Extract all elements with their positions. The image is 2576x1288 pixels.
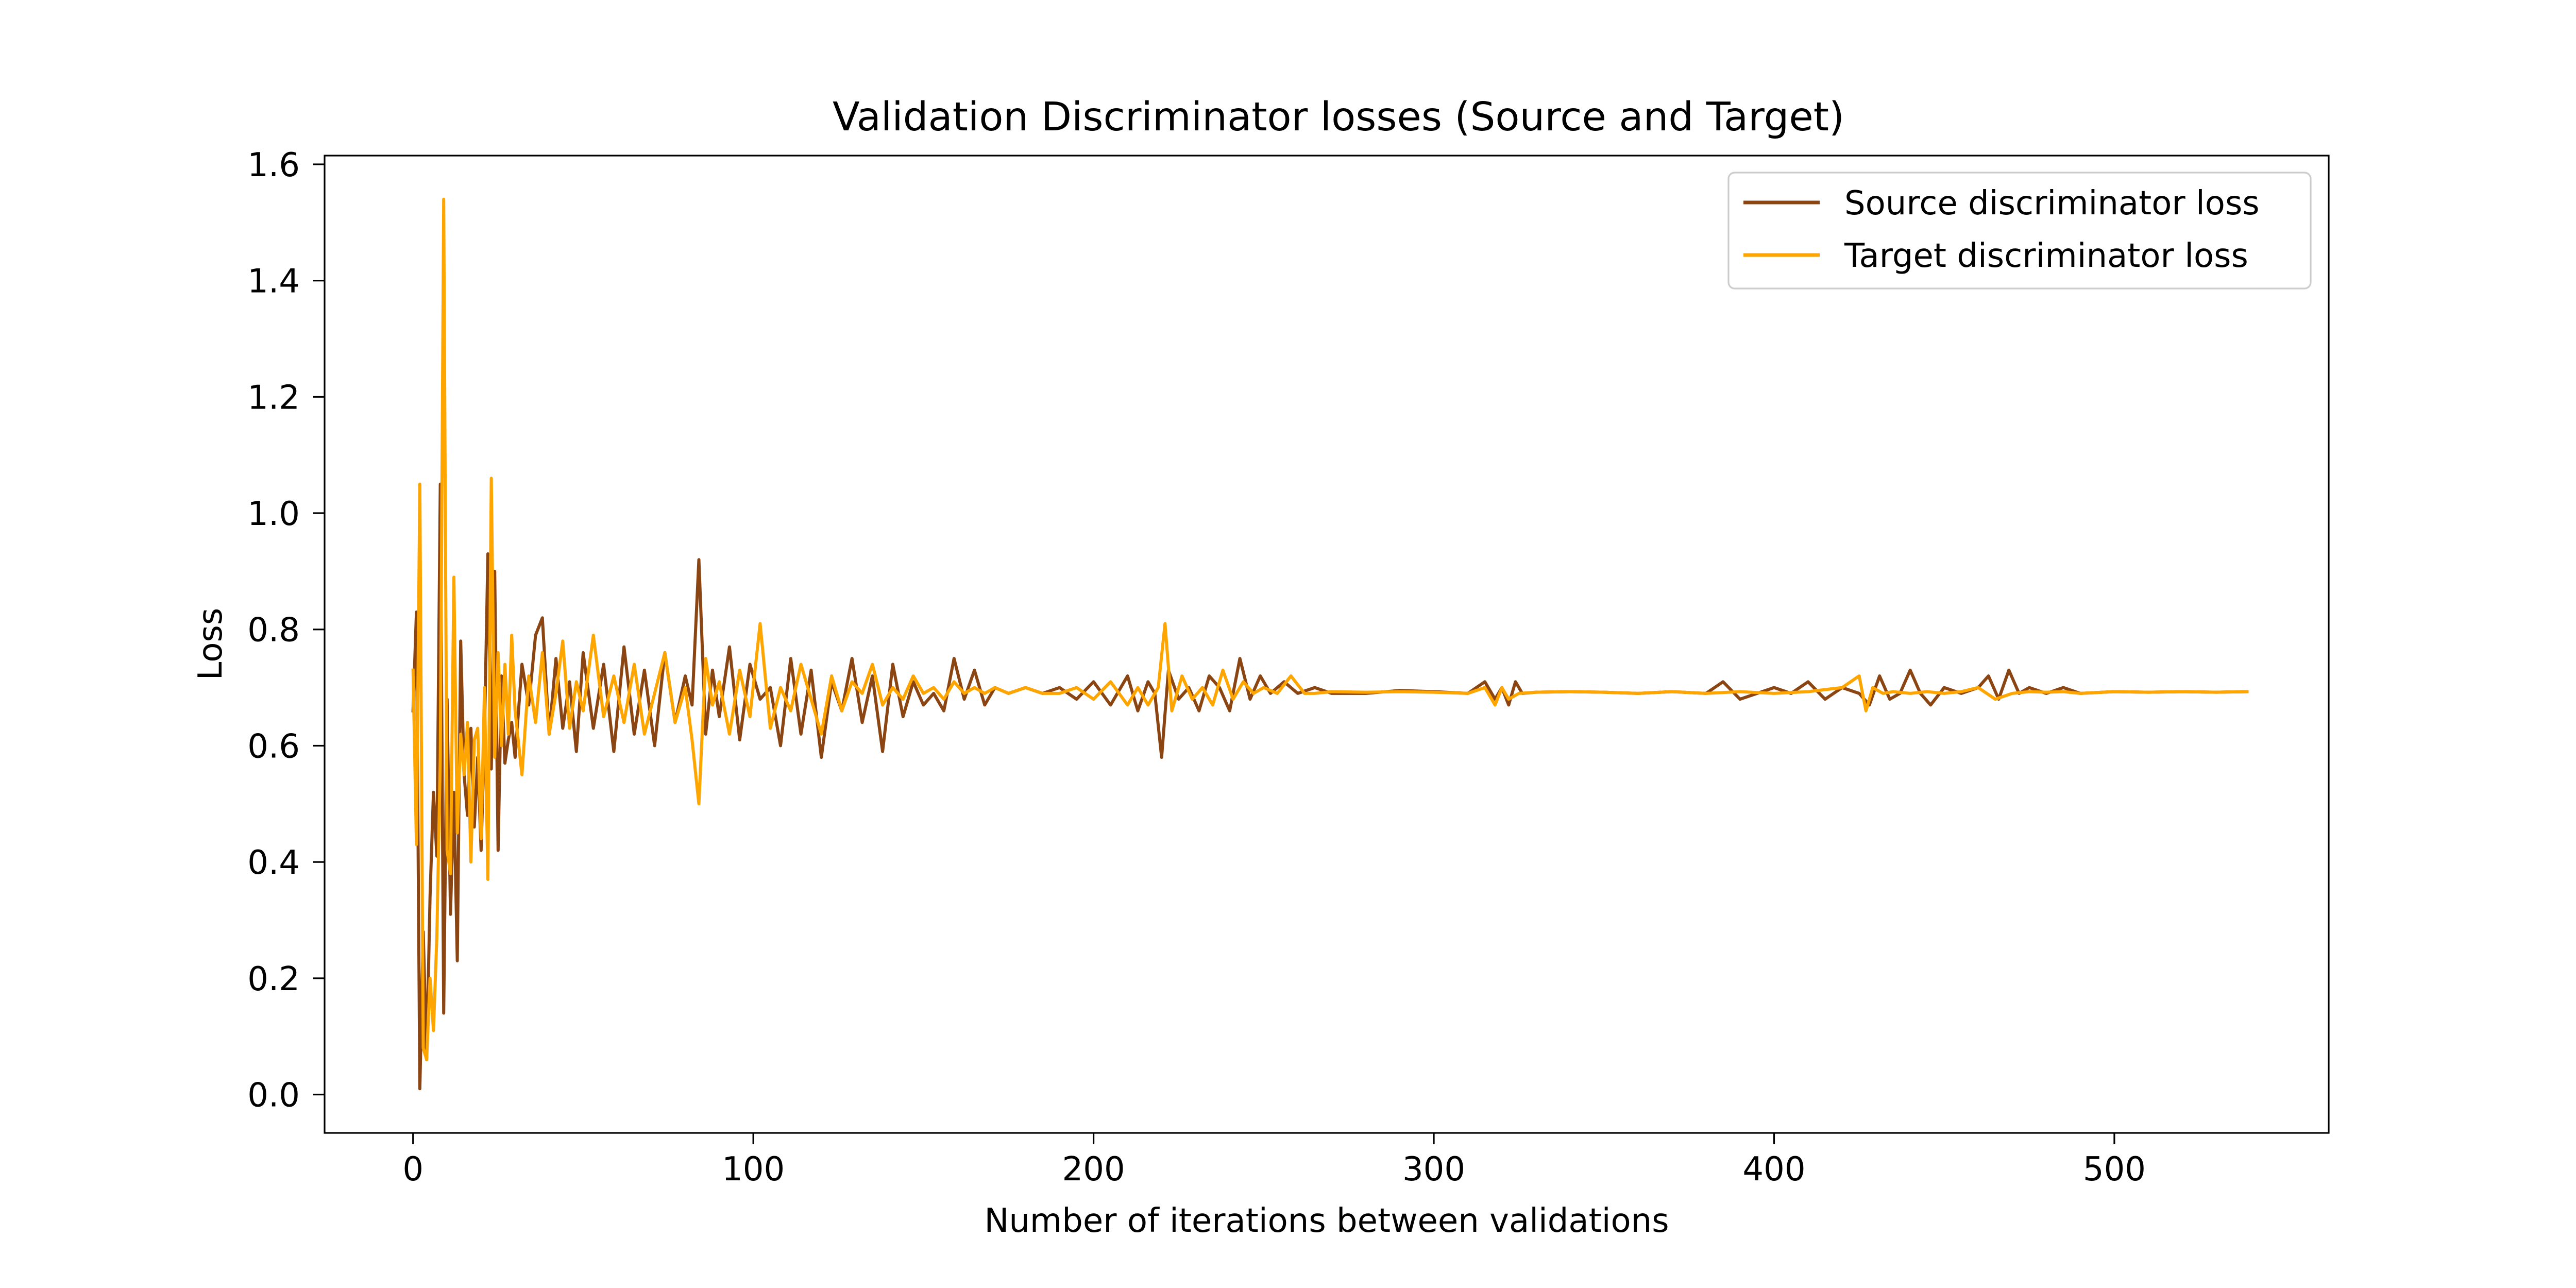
legend-box xyxy=(1727,172,2312,290)
x-tick-label: 200 xyxy=(1062,1150,1125,1189)
y-tick-label: 1.0 xyxy=(247,495,300,533)
series-line-target xyxy=(411,197,2249,1061)
y-tick-label: 1.4 xyxy=(247,263,300,301)
y-tick-label: 1.6 xyxy=(247,146,300,184)
legend: Source discriminator loss Target discrim… xyxy=(1727,172,2312,290)
y-axis: 0.0 0.2 0.4 0.6 0.8 1.0 1.2 1.4 1.6 xyxy=(247,146,325,1115)
y-tick-label: 0.8 xyxy=(247,612,300,650)
y-tick-label: 0.6 xyxy=(247,727,300,766)
series-line-source xyxy=(411,482,2249,1091)
legend-label-source: Source discriminator loss xyxy=(1844,184,2260,223)
y-tick-label: 1.2 xyxy=(247,379,300,417)
x-tick-label: 0 xyxy=(402,1150,423,1189)
y-tick-label: 0.4 xyxy=(247,844,300,882)
legend-label-target: Target discriminator loss xyxy=(1844,237,2248,275)
chart-title: Validation Discriminator losses (Source … xyxy=(833,94,1844,140)
x-tick-label: 100 xyxy=(722,1150,785,1189)
x-tick-label: 300 xyxy=(1402,1150,1465,1189)
series-layer xyxy=(411,197,2249,1091)
x-tick-label: 400 xyxy=(1742,1150,1805,1189)
y-tick-label: 0.0 xyxy=(247,1077,300,1115)
x-tick-label: 500 xyxy=(2083,1150,2146,1189)
x-axis-label: Number of iterations between validations xyxy=(984,1202,1669,1240)
y-tick-label: 0.2 xyxy=(247,960,300,998)
plot-frame xyxy=(324,155,2330,1134)
y-axis-label: Loss xyxy=(192,608,230,680)
x-axis: 0 100 200 300 400 500 xyxy=(402,1133,2146,1189)
